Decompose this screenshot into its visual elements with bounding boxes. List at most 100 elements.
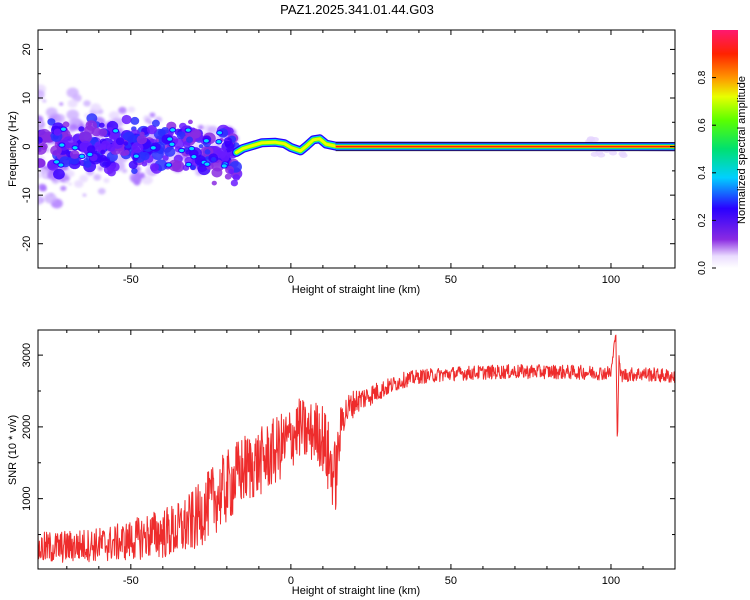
colorbar-tick-label: 0.4 — [697, 165, 708, 179]
x-tick-label: 0 — [288, 575, 294, 587]
y-tick-label: -10 — [21, 187, 33, 203]
signal-blob — [100, 140, 111, 150]
peak-highlight — [216, 130, 224, 136]
signal-blob — [123, 149, 130, 156]
signal-blob — [211, 157, 217, 162]
signal-blob — [53, 168, 65, 180]
noise-blob — [609, 150, 618, 156]
y-tick-label: 3000 — [21, 343, 33, 367]
peak-highlight — [71, 145, 79, 151]
y-tick-label: 10 — [21, 92, 33, 104]
signal-blob — [232, 174, 241, 181]
noise-blob — [93, 174, 102, 181]
noise-blob — [134, 180, 141, 186]
snr-panel: -50 0 50 100 1000 2000 3000 Height of straigh… — [7, 329, 676, 597]
y-tick-label: 0 — [21, 144, 33, 150]
signal-blob — [198, 144, 204, 149]
noise-blob — [140, 172, 145, 177]
signal-blob — [38, 158, 46, 168]
signal-blob — [164, 146, 176, 157]
peak-highlight — [132, 153, 140, 159]
noise-blob — [45, 107, 58, 118]
signal-blob — [38, 136, 43, 144]
signal-blob — [191, 129, 202, 139]
snr-frame — [37, 329, 676, 570]
peak-highlight — [60, 126, 68, 132]
noise-blob — [38, 89, 45, 100]
noise-blob — [597, 152, 606, 158]
snr-x-axis: -50 0 50 100 — [66, 330, 676, 587]
peak-highlight — [149, 145, 157, 151]
noise-blob — [66, 87, 79, 98]
signal-blob — [79, 131, 93, 144]
noise-blob — [74, 179, 84, 188]
spectrogram-plot-area — [38, 84, 675, 209]
signal-blob — [161, 126, 169, 135]
colorbar-tick-label: 0.6 — [697, 118, 708, 132]
signal-blob — [123, 141, 129, 146]
signal-blob — [141, 161, 148, 167]
noise-blob — [44, 193, 57, 204]
noise-blob — [618, 151, 627, 157]
spectrogram-x-label: Height of straight line (km) — [292, 284, 420, 296]
peak-highlight — [169, 127, 177, 133]
colorbar-gradient — [712, 30, 738, 268]
noise-blob — [68, 182, 72, 186]
peak-highlight — [190, 154, 198, 160]
signal-blob — [83, 160, 92, 168]
signal-blob — [151, 119, 160, 127]
chart-title: PAZ1.2025.341.01.44.G03 — [280, 2, 434, 17]
colorbar-ticks: 0.0 0.2 0.4 0.6 0.8 — [697, 70, 716, 275]
y-tick-label: 2000 — [21, 415, 33, 439]
spectrogram-y-axis: -20 -10 0 10 20 — [21, 43, 675, 269]
noise-blob — [79, 174, 89, 183]
noise-blob — [590, 136, 599, 142]
noise-blob — [66, 109, 80, 121]
signal-blob — [43, 134, 52, 143]
peak-highlight — [86, 151, 94, 158]
snr-y-axis: 1000 2000 3000 — [21, 343, 675, 536]
signal-blob — [99, 157, 111, 168]
signal-blob — [162, 155, 169, 161]
signal-blob — [230, 179, 239, 187]
signal-blob — [171, 160, 185, 173]
peak-highlight — [188, 145, 196, 152]
signal-blob — [131, 142, 144, 153]
signal-blob — [228, 168, 235, 175]
peak-highlight — [178, 147, 186, 154]
signal-blob — [40, 143, 48, 151]
peak-highlight — [203, 161, 211, 167]
snr-y-label: SNR (10 * v/v) — [7, 415, 19, 485]
peak-highlight — [168, 141, 176, 148]
colorbar-tick-label: 0.2 — [697, 213, 708, 227]
signal-blob — [211, 159, 225, 172]
colorbar: 0.0 0.2 0.4 0.6 0.8 Normalized spectral ampl… — [697, 30, 748, 275]
spectrogram-frame — [37, 29, 676, 269]
signal-blob — [62, 121, 70, 128]
signal-blob — [62, 136, 76, 149]
noise-blob — [59, 102, 64, 106]
peak-highlight — [53, 159, 61, 165]
peak-highlight — [184, 127, 192, 133]
signal-blob — [130, 116, 140, 125]
signal-blob — [121, 114, 132, 125]
noise-blob — [144, 118, 151, 124]
signal-blob — [86, 145, 96, 154]
noise-blob — [127, 106, 136, 113]
snr-plot-area — [38, 334, 675, 563]
x-tick-label: -50 — [123, 575, 139, 587]
noise-blob — [103, 177, 110, 184]
signal-blob — [78, 126, 85, 132]
noise-blob — [129, 172, 143, 184]
signal-blob — [98, 122, 105, 128]
noise-blob — [90, 103, 102, 113]
signal-blob — [131, 168, 138, 174]
noise-blob — [42, 172, 49, 178]
peak-highlight — [58, 142, 66, 148]
signal-blob — [47, 118, 56, 126]
peak-highlight — [112, 128, 120, 134]
signal-blob — [149, 163, 160, 172]
noise-blob — [60, 185, 67, 191]
signal-blob — [38, 148, 42, 153]
